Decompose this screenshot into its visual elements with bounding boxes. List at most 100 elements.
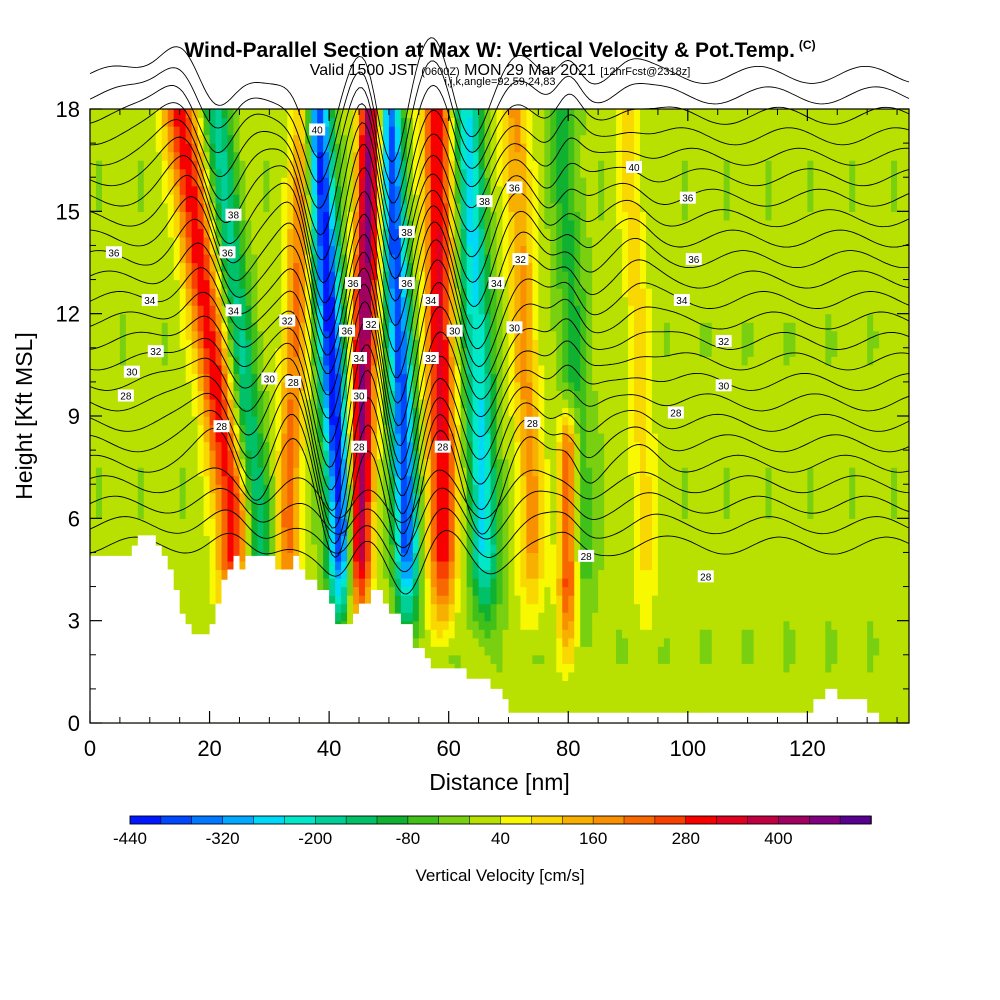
velocity-cell: [574, 595, 581, 605]
velocity-cell: [526, 629, 533, 639]
velocity-cell: [550, 518, 557, 528]
velocity-cell: [227, 526, 235, 536]
velocity-cell: [287, 416, 294, 426]
velocity-cell: [466, 646, 474, 656]
velocity-cell: [747, 569, 755, 579]
velocity-cell: [508, 637, 516, 647]
velocity-cell: [753, 595, 761, 605]
velocity-cell: [879, 671, 886, 681]
velocity-cell: [191, 518, 199, 528]
velocity-cell: [526, 595, 533, 605]
velocity-cell: [167, 518, 175, 528]
velocity-cell: [807, 501, 814, 511]
velocity-cell: [173, 492, 181, 502]
velocity-cell: [885, 424, 892, 434]
velocity-cell: [789, 475, 797, 485]
velocity-cell: [562, 458, 569, 468]
velocity-cell: [544, 671, 551, 681]
velocity-cell: [490, 526, 498, 536]
velocity-cell: [299, 467, 306, 477]
velocity-cell: [855, 620, 862, 630]
velocity-cell: [514, 518, 522, 528]
velocity-cell: [687, 569, 695, 579]
velocity-cell: [508, 475, 516, 485]
velocity-cell: [813, 612, 820, 622]
velocity-cell: [717, 671, 725, 681]
velocity-cell: [167, 467, 175, 477]
velocity-cell: [801, 663, 808, 673]
velocity-cell: [364, 595, 372, 605]
velocity-cell: [532, 424, 539, 434]
velocity-cell: [598, 646, 605, 656]
velocity-cell: [693, 688, 701, 699]
velocity-cell: [520, 680, 527, 690]
velocity-cell: [221, 475, 229, 485]
velocity-cell: [891, 543, 898, 554]
section-info: i,j,k,angle=92,59,24,83: [444, 76, 556, 88]
velocity-cell: [628, 467, 635, 477]
velocity-cell: [490, 637, 498, 647]
velocity-cell: [717, 680, 725, 690]
velocity-cell: [574, 612, 581, 622]
velocity-cell: [861, 569, 868, 579]
velocity-cell: [341, 424, 348, 434]
velocity-cell: [538, 433, 545, 443]
velocity-cell: [604, 526, 611, 536]
velocity-cell: [616, 629, 623, 639]
velocity-cell: [681, 526, 689, 536]
velocity-cell: [825, 637, 832, 647]
velocity-cell: [837, 501, 844, 511]
velocity-cell: [335, 492, 342, 502]
velocity-cell: [681, 475, 689, 485]
velocity-cell: [203, 535, 211, 545]
velocity-cell: [663, 424, 671, 434]
velocity-cell: [628, 705, 635, 716]
velocity-cell: [556, 424, 563, 434]
velocity-cell: [442, 603, 450, 613]
velocity-cell: [179, 467, 187, 477]
velocity-cell: [359, 560, 366, 571]
velocity-cell: [370, 424, 378, 434]
velocity-cell: [705, 680, 713, 690]
velocity-cell: [903, 424, 910, 434]
velocity-cell: [849, 518, 856, 528]
velocity-cell: [675, 637, 683, 647]
velocity-cell: [873, 501, 880, 511]
velocity-cell: [323, 526, 330, 536]
velocity-cell: [173, 543, 181, 554]
velocity-cell: [598, 526, 605, 536]
velocity-cell: [891, 654, 898, 664]
velocity-cell: [891, 697, 898, 707]
velocity-cell: [197, 560, 205, 571]
velocity-cell: [580, 705, 587, 716]
velocity-cell: [179, 416, 187, 426]
velocity-cell: [669, 458, 677, 468]
velocity-cell: [544, 492, 551, 502]
velocity-cell: [448, 441, 456, 451]
velocity-cell: [125, 407, 133, 417]
velocity-cell: [370, 467, 378, 477]
velocity-cell: [634, 424, 641, 434]
velocity-cell: [293, 518, 300, 528]
velocity-cell: [484, 543, 492, 554]
velocity-cell: [556, 705, 563, 716]
velocity-cell: [400, 578, 408, 588]
velocity-cell: [514, 603, 522, 613]
velocity-cell: [777, 646, 785, 656]
velocity-cell: [472, 620, 480, 630]
velocity-cell: [263, 518, 270, 528]
velocity-cell: [323, 501, 330, 511]
velocity-cell: [155, 526, 163, 536]
velocity-cell: [508, 552, 516, 562]
velocity-cell: [568, 603, 575, 613]
velocity-cell: [209, 560, 217, 571]
velocity-cell: [741, 501, 749, 511]
velocity-cell: [418, 407, 426, 417]
velocity-cell: [663, 416, 671, 426]
velocity-cell: [777, 424, 785, 434]
velocity-cell: [687, 492, 695, 502]
velocity-cell: [897, 705, 904, 716]
velocity-cell: [795, 569, 802, 579]
velocity-cell: [741, 654, 749, 664]
velocity-cell: [364, 501, 372, 511]
